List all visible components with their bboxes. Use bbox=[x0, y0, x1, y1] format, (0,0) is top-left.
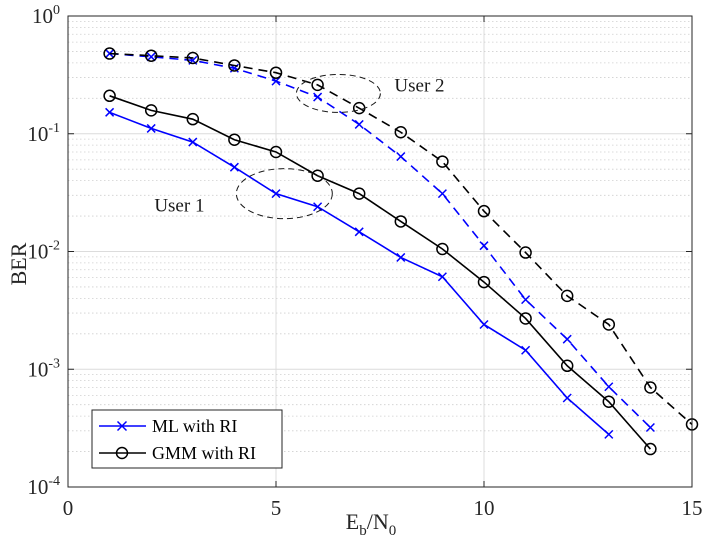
x-marker bbox=[271, 189, 281, 199]
circle-marker bbox=[186, 112, 200, 126]
x-marker bbox=[396, 152, 406, 162]
series-line bbox=[109, 95, 652, 450]
circle-marker bbox=[394, 215, 408, 228]
circle-marker bbox=[477, 275, 491, 289]
y-tick-label: 10-2 bbox=[27, 239, 60, 264]
x-tick-label: 15 bbox=[682, 496, 703, 520]
legend-item-ml: ML with RI bbox=[99, 416, 237, 436]
circle-marker bbox=[560, 359, 574, 373]
x-marker bbox=[354, 119, 364, 129]
series-line bbox=[109, 52, 693, 426]
x-marker bbox=[396, 252, 406, 262]
circle-marker bbox=[436, 242, 449, 256]
x-marker bbox=[479, 241, 489, 251]
x-marker bbox=[105, 107, 115, 117]
y-tick-label: 10-4 bbox=[27, 474, 60, 499]
x-axis-label-sub1: b bbox=[359, 523, 367, 539]
x-marker bbox=[604, 382, 614, 392]
x-marker bbox=[437, 189, 447, 199]
legend-x-marker-icon bbox=[116, 420, 128, 432]
x-axis-label-main: E bbox=[346, 509, 359, 534]
legend-circle-marker-icon bbox=[115, 446, 129, 460]
x-tick-label: 5 bbox=[271, 496, 282, 520]
circle-marker bbox=[186, 51, 200, 65]
circle-marker bbox=[228, 59, 241, 72]
x-marker bbox=[354, 227, 364, 237]
x-marker bbox=[146, 52, 156, 62]
user-2-label: User 2 bbox=[394, 75, 444, 96]
x-marker bbox=[313, 92, 323, 102]
circle-marker bbox=[144, 104, 158, 117]
y-tick-label: 10-3 bbox=[27, 356, 60, 381]
circle-marker bbox=[228, 133, 241, 146]
circle-marker bbox=[602, 318, 616, 331]
circle-marker bbox=[602, 395, 616, 408]
x-axis-label-sub2: 0 bbox=[389, 523, 397, 539]
legend: ML with RI GMM with RI bbox=[91, 409, 283, 469]
y-tick-label: 100 bbox=[32, 3, 60, 28]
circle-marker bbox=[644, 381, 657, 394]
circle-marker bbox=[269, 66, 283, 79]
series-1 bbox=[103, 89, 657, 456]
circle-marker bbox=[394, 125, 408, 139]
x-marker bbox=[521, 295, 531, 305]
x-marker bbox=[313, 202, 323, 212]
circle-marker bbox=[352, 187, 366, 200]
legend-item-gmm: GMM with RI bbox=[99, 443, 256, 463]
x-marker bbox=[604, 429, 614, 439]
y-axis-label: BER bbox=[6, 242, 31, 285]
x-marker bbox=[105, 49, 115, 59]
x-marker bbox=[146, 123, 156, 133]
x-marker bbox=[562, 393, 572, 403]
series-line bbox=[109, 52, 651, 429]
series-3 bbox=[103, 47, 699, 431]
x-marker bbox=[437, 272, 447, 282]
circle-marker bbox=[644, 442, 657, 456]
series-2 bbox=[105, 49, 655, 433]
x-tick-label: 10 bbox=[474, 496, 495, 520]
x-marker bbox=[645, 422, 655, 433]
x-tick-label: 0 bbox=[63, 496, 74, 520]
x-marker bbox=[271, 76, 281, 86]
x-axis-label-mid: /N bbox=[367, 509, 389, 534]
user-1-label: User 1 bbox=[154, 196, 204, 217]
annotation-layer: User 1 User 2 bbox=[154, 73, 445, 220]
circle-marker bbox=[519, 312, 532, 325]
x-axis-label: Eb/N0 bbox=[346, 509, 396, 539]
circle-marker bbox=[103, 89, 116, 103]
series-0 bbox=[105, 107, 614, 439]
circle-marker bbox=[269, 145, 283, 159]
circle-marker bbox=[560, 289, 574, 303]
x-marker bbox=[188, 137, 198, 147]
x-marker bbox=[562, 334, 572, 344]
series-layer bbox=[103, 47, 699, 456]
circle-marker bbox=[103, 47, 116, 60]
circle-marker bbox=[436, 155, 449, 168]
x-marker bbox=[479, 319, 489, 330]
legend-label-gmm: GMM with RI bbox=[152, 443, 256, 463]
circle-marker bbox=[311, 78, 324, 92]
circle-marker bbox=[144, 49, 158, 62]
y-tick-label: 10-1 bbox=[27, 121, 60, 146]
circle-marker bbox=[477, 204, 491, 218]
user-2-ellipse bbox=[295, 73, 381, 113]
x-marker bbox=[229, 162, 239, 172]
circle-marker bbox=[311, 169, 324, 182]
ticks: 0 5 10 15 100 10-1 10-2 10-3 10-4 bbox=[27, 3, 702, 520]
x-marker bbox=[521, 345, 531, 355]
circle-marker bbox=[519, 246, 532, 259]
user-1-ellipse bbox=[235, 168, 333, 220]
legend-label-ml: ML with RI bbox=[152, 416, 237, 436]
